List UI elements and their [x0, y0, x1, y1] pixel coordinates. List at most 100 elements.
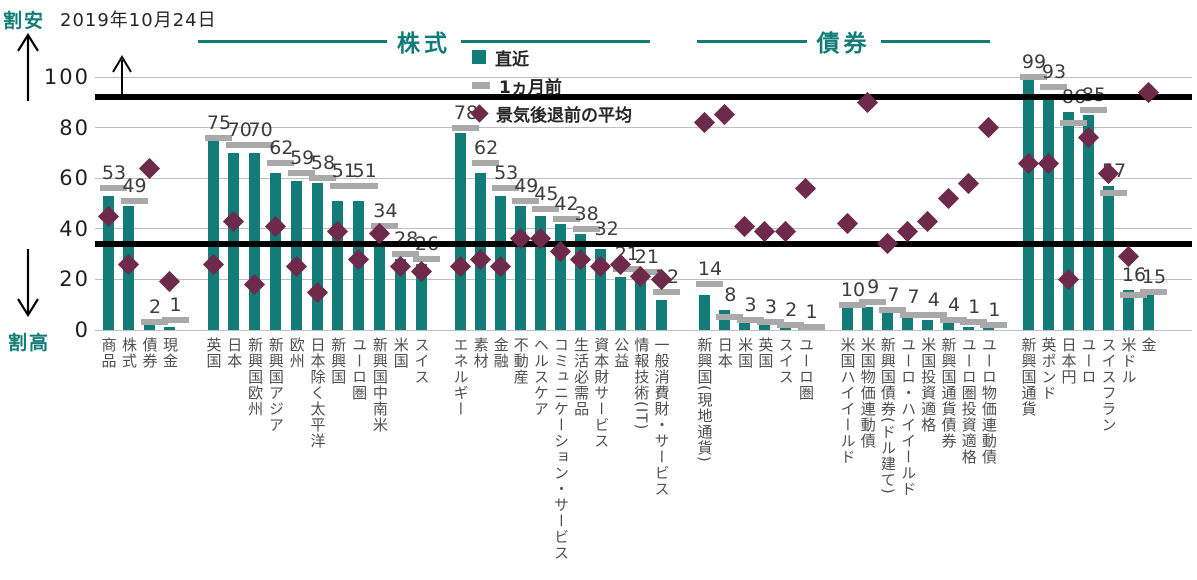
month-ago-marker [1080, 106, 1107, 113]
value-label: 14 [697, 258, 723, 281]
y-tick-40: 40 [59, 216, 90, 241]
value-label: 53 [494, 162, 519, 185]
recent-bar [922, 319, 934, 330]
threshold-line-2 [95, 240, 1192, 247]
month-ago-marker [288, 170, 316, 177]
category-label: 情報技術(IT) [632, 337, 651, 431]
avg-diamond [389, 256, 411, 278]
avg-diamond [794, 177, 817, 199]
month-ago-marker [413, 256, 440, 263]
category-label: 金 [1139, 337, 1158, 353]
recent-bar [555, 223, 566, 330]
recent-bar [841, 304, 853, 330]
avg-diamond [489, 256, 511, 278]
month-ago-marker [1120, 291, 1147, 298]
avg-diamond [1037, 152, 1059, 174]
recent-bar [1102, 185, 1114, 330]
axis-label-cheap: 割安 [3, 10, 46, 32]
avg-diamond [977, 116, 999, 139]
value-label: 70 [227, 119, 252, 142]
value-label: 78 [453, 101, 479, 124]
section-rule [198, 39, 387, 43]
avg-diamond [693, 111, 715, 134]
value-label: 49 [122, 174, 147, 197]
avg-diamond [713, 104, 735, 126]
category-label: 英国 [204, 337, 223, 369]
section-rule [697, 39, 807, 43]
category-label: コミュニケーション・サービス [552, 337, 570, 561]
avg-diamond [469, 248, 491, 270]
gridline-60 [95, 177, 1192, 179]
category-label: 米国 [391, 337, 410, 369]
month-ago-marker [756, 319, 784, 326]
category-label: 新興国債券(ドル建て) [878, 337, 897, 495]
value-label: 4 [927, 288, 940, 311]
month-ago-marker [350, 182, 378, 189]
recent-bar [164, 327, 175, 330]
month-ago-marker [839, 301, 866, 308]
month-ago-marker [246, 142, 274, 149]
month-ago-marker [899, 311, 927, 318]
month-ago-marker [940, 316, 967, 323]
recent-bar [595, 249, 607, 330]
y-tick-20: 20 [59, 267, 90, 292]
avg-diamond [264, 215, 286, 237]
section-header-label: 債券 [816, 31, 871, 57]
month-ago-marker [1020, 74, 1047, 80]
month-ago-marker [859, 299, 887, 306]
value-label: 1 [805, 301, 818, 324]
recent-bar [207, 140, 219, 330]
category-label: エネルギー [451, 337, 470, 417]
month-ago-marker [161, 316, 189, 323]
avg-swatch-icon [470, 103, 489, 123]
month-ago-swatch-icon [472, 81, 490, 89]
month-ago-marker [736, 316, 764, 323]
category-label: 新興国中南米 [370, 337, 389, 433]
month-ago-marker [472, 160, 500, 167]
month-ago-marker [1040, 84, 1067, 91]
value-label: 32 [594, 217, 619, 240]
legend-month-ago-label: 1ヵ月前 [499, 77, 562, 98]
recent-bar [311, 183, 323, 330]
gridline-40 [95, 228, 1192, 230]
value-label: 49 [514, 174, 539, 197]
value-label: 58 [310, 152, 336, 175]
recent-bar [575, 233, 587, 330]
avg-diamond [243, 273, 266, 296]
category-label: 日本円 [1059, 337, 1078, 385]
avg-diamond [957, 172, 979, 194]
value-label: 1 [968, 296, 981, 319]
month-ago-marker [141, 319, 168, 326]
month-ago-marker [452, 124, 479, 131]
month-ago-marker [919, 311, 947, 318]
month-ago-marker [267, 160, 295, 167]
value-label: 59 [290, 147, 315, 170]
value-label: 70 [248, 119, 273, 142]
value-label: 7 [887, 283, 900, 306]
avg-diamond [202, 253, 224, 275]
value-label: 21 [634, 245, 659, 268]
section-rule [461, 39, 650, 43]
month-ago-marker [980, 321, 1008, 328]
down-arrow-icon [10, 245, 46, 323]
month-ago-marker [100, 185, 127, 192]
value-label: 2 [148, 296, 162, 319]
recent-bar [332, 200, 344, 330]
recent-bar [269, 173, 281, 330]
avg-diamond [569, 248, 592, 270]
recent-bar [655, 299, 667, 330]
value-label: 4 [947, 293, 961, 316]
category-label: ユーロ [1079, 337, 1098, 385]
value-label: 38 [574, 202, 599, 225]
category-label: 新興国 [329, 337, 348, 385]
category-label: ユーロ圏投資適格 [959, 337, 978, 465]
recent-bar [415, 264, 427, 330]
category-label: スイス [776, 337, 795, 385]
category-label: 米国投資適格 [919, 337, 938, 433]
month-ago-marker [696, 281, 723, 288]
recent-bar [394, 259, 406, 330]
threshold-line-1 [95, 94, 1192, 101]
recent-bar [635, 276, 647, 330]
category-label: 新興国アジア [266, 337, 285, 433]
category-label: 新興国通貨債券 [939, 337, 958, 449]
